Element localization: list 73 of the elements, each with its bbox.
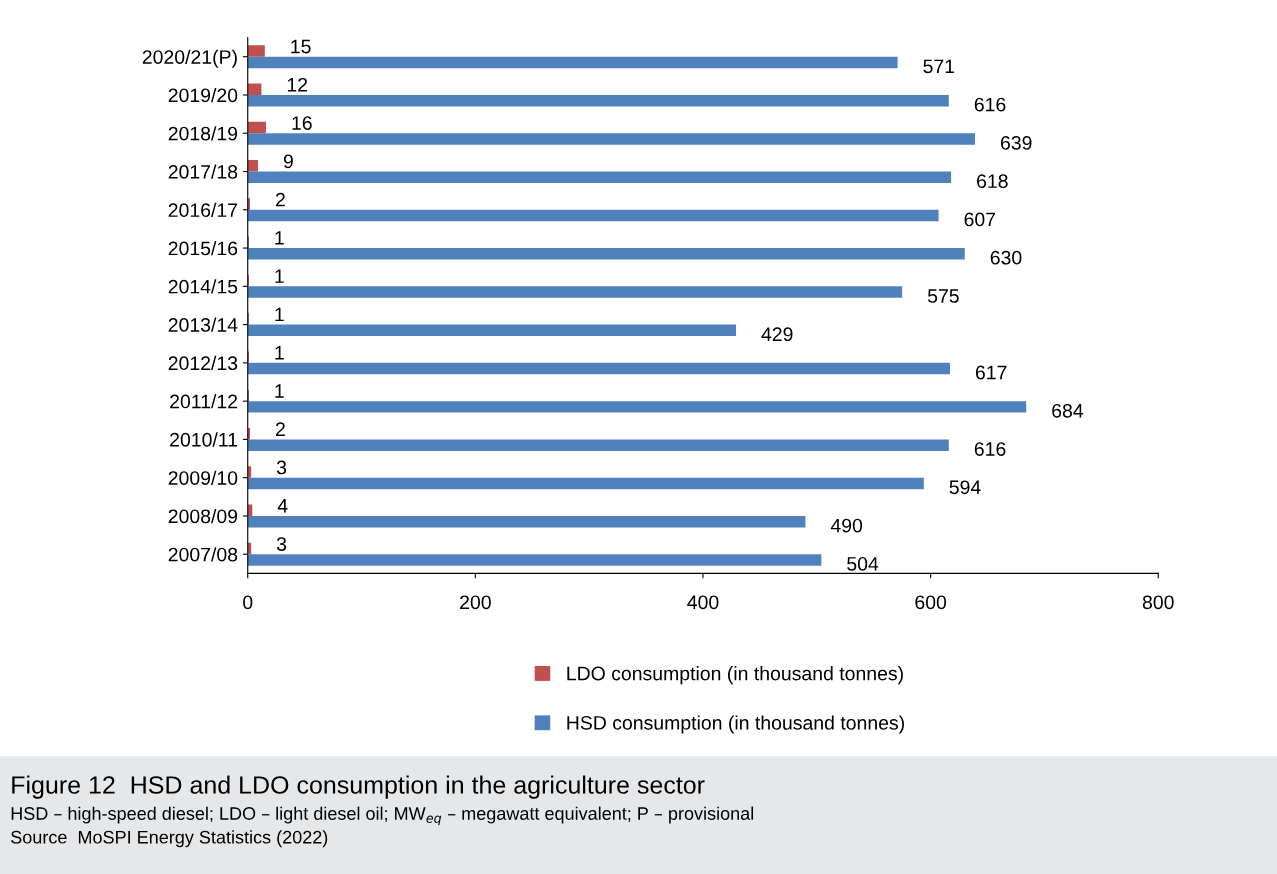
data-label: 3	[276, 537, 287, 551]
y-tick-label: 2015/16	[168, 241, 238, 256]
bar	[247, 286, 903, 298]
text: Figure 12 HSD and LDO consumption in the agriculture sector	[12, 775, 705, 799]
y-tick-label: 2010/11	[170, 432, 238, 447]
bar	[247, 439, 949, 451]
y-tick-label: 2018/19	[168, 126, 238, 141]
data-label: 15	[291, 39, 311, 54]
bar	[247, 209, 939, 222]
y-tick-label: 2014/15	[168, 279, 238, 294]
x-tick-label: 600	[915, 595, 947, 610]
bar	[247, 515, 806, 528]
bar	[247, 56, 898, 69]
data-label: 9	[283, 154, 293, 169]
data-label: 1	[275, 384, 284, 398]
data-label: 630	[990, 250, 1022, 265]
bar	[247, 133, 975, 145]
data-label: 2	[275, 192, 285, 207]
bar	[247, 401, 1027, 413]
bar	[247, 83, 262, 95]
data-label: 16	[292, 116, 312, 130]
data-label: 618	[977, 174, 1008, 189]
bar	[247, 94, 949, 107]
bar	[247, 248, 965, 260]
bar	[247, 121, 266, 134]
bar	[247, 324, 736, 337]
data-label: 429	[761, 327, 793, 342]
data-label: 639	[1000, 136, 1032, 150]
x-tick-label: 400	[687, 595, 719, 610]
x-tick-label: 800	[1142, 595, 1174, 610]
data-label: 2	[275, 422, 285, 436]
y-tick-label: 2008/09	[168, 508, 238, 524]
y-tick-label: 2020/21(P)	[142, 49, 237, 68]
data-label: 1	[275, 231, 284, 245]
bar	[247, 45, 265, 57]
source-note: Source MoSPI Energy Statistics (2022)	[11, 830, 328, 848]
x-tick-label: 200	[460, 595, 491, 610]
y-tick-label: 2009/10	[168, 470, 238, 485]
data-label: 12	[287, 77, 308, 92]
y-tick-label: 2011/12	[170, 394, 238, 409]
data-label: 490	[830, 518, 863, 533]
data-label: 616	[974, 97, 1006, 112]
y-tick-label: 2013/14	[168, 317, 238, 332]
legend-label: LDO consumption (in thousand tonnes)	[567, 666, 903, 685]
y-tick-label: 2012/13	[168, 355, 238, 371]
data-label: 3	[276, 460, 287, 475]
bar	[247, 198, 251, 210]
text: HSD – high-speed diesel; LDO – light diesel oil; MW$_{eq}$ – megawatt equivalent; P – provisional	[11, 806, 754, 826]
data-label: 607	[964, 212, 996, 227]
y-tick-label: 2007/08	[168, 547, 238, 562]
data-label: 571	[923, 59, 955, 74]
bar	[247, 504, 253, 516]
bar	[247, 477, 924, 490]
bar	[247, 554, 822, 566]
data-label: 1	[275, 346, 284, 360]
data-label: 617	[975, 365, 1007, 380]
data-label: 504	[847, 556, 879, 571]
data-label: 594	[949, 480, 981, 495]
data-label: 1	[275, 269, 284, 283]
y-tick-label: 2016/17	[168, 202, 238, 218]
x-tick-label: 0	[243, 595, 253, 610]
data-label: 1	[275, 307, 284, 322]
legend-label: HSD consumption (in thousand tonnes)	[567, 715, 904, 734]
bar	[247, 362, 950, 375]
data-label: 575	[927, 289, 959, 303]
data-label: 4	[277, 499, 288, 513]
y-tick-label: 2017/18	[168, 164, 238, 179]
data-label: 684	[1052, 403, 1084, 418]
bar	[247, 160, 258, 172]
bar	[247, 171, 952, 183]
y-tick-label: 2019/20	[168, 87, 238, 103]
data-label: 616	[974, 442, 1006, 456]
bar	[247, 466, 252, 478]
